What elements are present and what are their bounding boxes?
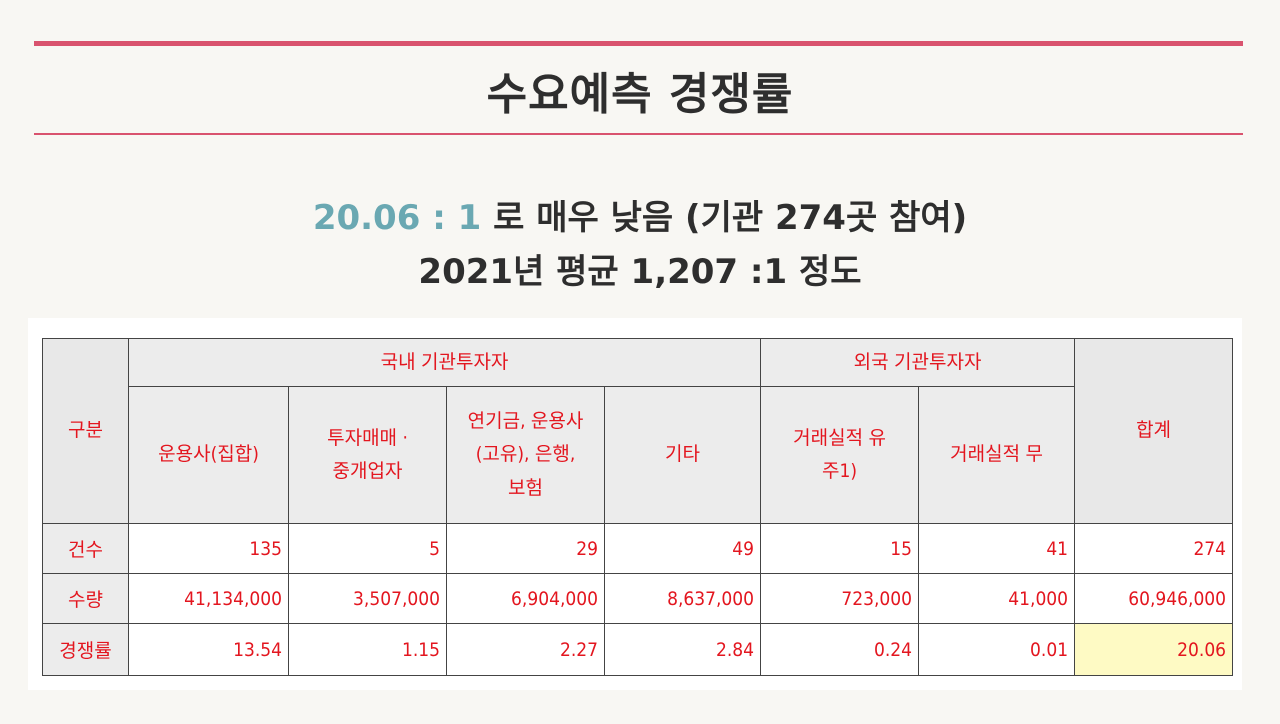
total-header: 합계	[1074, 338, 1234, 524]
foreign-group-header: 외국 기관투자자	[760, 338, 1076, 387]
ratio-summary: 20.06 : 1 로 매우 낮음 (기관 274곳 참여)	[0, 190, 1280, 239]
header-row-group: 구분 국내 기관투자자 외국 기관투자자 합계	[42, 338, 1234, 524]
column-header: 투자매매 · 중개업자	[288, 386, 447, 524]
table-cell: 0.24	[760, 623, 920, 676]
corner-label: 구분	[42, 338, 129, 524]
table-cell: 1.15	[288, 623, 447, 676]
table-cell: 5	[288, 523, 447, 574]
total-ratio-cell: 20.06	[1074, 623, 1234, 676]
demand-forecast-table: 구분 국내 기관투자자 외국 기관투자자 합계 운용사(집합) 투자매매 · 중…	[42, 338, 1234, 676]
table-cell: 15	[760, 523, 920, 574]
page-title: 수요예측 경쟁률	[486, 69, 794, 120]
table-row: 건수 135 5 29 49 15 41 274	[42, 523, 1234, 574]
table-cell: 41	[918, 523, 1076, 574]
header-row-columns: 운용사(집합) 투자매매 · 중개업자 연기금, 운용사 (고유), 은행, 보…	[43, 386, 1233, 524]
table-cell: 3,507,000	[288, 573, 447, 624]
column-header: 운용사(집합)	[128, 386, 289, 524]
table-cell: 8,637,000	[603, 573, 762, 624]
ratio-description: 로 매우 낮음 (기관 274곳 참여)	[481, 198, 968, 238]
table-row: 경쟁률 13.54 1.15 2.27 2.84 0.24 0.01 20.06	[42, 623, 1234, 676]
total-cell: 60,946,000	[1074, 573, 1234, 624]
table-cell: 2.27	[446, 623, 605, 676]
table-cell: 2.84	[603, 623, 762, 676]
table-cell: 135	[128, 523, 289, 574]
average-summary: 2021년 평균 1,207 :1 정도	[418, 252, 862, 292]
table-cell: 41,134,000	[128, 573, 289, 624]
total-cell: 274	[1074, 523, 1234, 574]
ratio-highlight: 20.06 : 1	[312, 198, 482, 238]
row-label: 건수	[42, 523, 129, 574]
table-cell: 41,000	[918, 573, 1076, 624]
top-divider	[34, 41, 1243, 46]
domestic-group-header: 국내 기관투자자	[127, 338, 762, 387]
row-label: 수량	[42, 573, 129, 624]
table-cell: 723,000	[760, 573, 920, 624]
row-label: 경쟁률	[42, 623, 129, 676]
table-cell: 29	[446, 523, 605, 574]
title-divider	[34, 133, 1243, 135]
table-row: 수량 41,134,000 3,507,000 6,904,000 8,637,…	[42, 573, 1234, 624]
column-header: 거래실적 유 주1)	[760, 386, 920, 524]
column-header: 연기금, 운용사 (고유), 은행, 보험	[446, 386, 605, 524]
table-cell: 6,904,000	[446, 573, 605, 624]
table-cell: 0.01	[918, 623, 1076, 676]
table-cell: 49	[603, 523, 762, 574]
table-cell: 13.54	[128, 623, 289, 676]
column-header: 기타	[603, 386, 762, 524]
column-header: 거래실적 무	[918, 386, 1076, 524]
